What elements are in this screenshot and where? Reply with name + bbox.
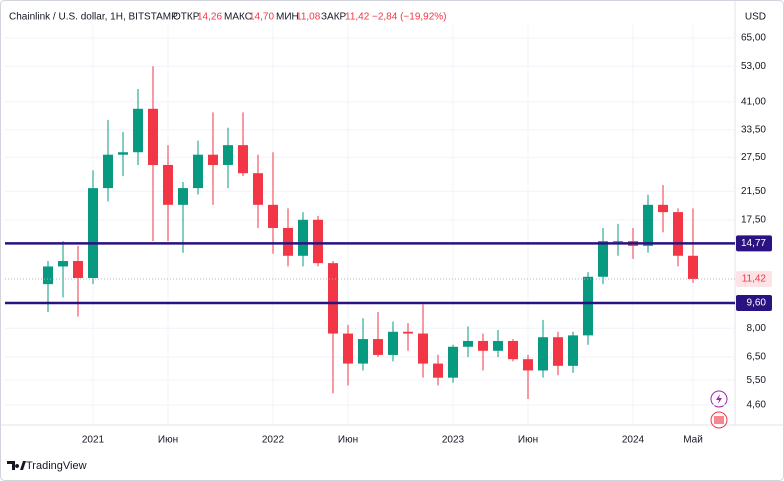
candle-body bbox=[223, 145, 233, 165]
y-tick-label: 65,00 bbox=[741, 33, 766, 44]
level-label-box bbox=[736, 295, 772, 312]
candle-body bbox=[523, 359, 533, 371]
plot bbox=[5, 25, 735, 425]
candle-body bbox=[613, 241, 623, 243]
open-value: 14,26 bbox=[197, 12, 222, 23]
candle-body bbox=[58, 261, 68, 267]
candle-body bbox=[43, 266, 53, 285]
x-tick-label: 2024 bbox=[622, 435, 645, 446]
candle-body bbox=[538, 337, 548, 371]
y-tick-label: 21,50 bbox=[741, 186, 766, 197]
candle-body bbox=[328, 263, 338, 334]
candle-body bbox=[493, 340, 503, 351]
y-tick-label: 5,50 bbox=[747, 375, 767, 386]
x-tick-label: 2022 bbox=[262, 435, 285, 446]
x-tick-label: 2021 bbox=[82, 435, 105, 446]
candle-body bbox=[463, 340, 473, 347]
candle-body bbox=[88, 188, 98, 278]
candle-body bbox=[403, 331, 413, 334]
symbol-title: Chainlink / U.S. dollar, 1H, BITSTAMP bbox=[9, 12, 178, 23]
candle-body bbox=[553, 337, 563, 366]
candle-body bbox=[358, 339, 368, 364]
level-label: 14,77 bbox=[741, 238, 766, 249]
candle-body bbox=[673, 212, 683, 256]
candle-body bbox=[238, 145, 248, 174]
last-price-label: 11,42 bbox=[742, 274, 767, 285]
y-tick-label: 8,00 bbox=[747, 323, 767, 334]
candle-body bbox=[118, 152, 128, 155]
candle-body bbox=[343, 333, 353, 364]
candle-body bbox=[478, 340, 488, 351]
open-label: ОТКР bbox=[173, 12, 200, 23]
candle-body bbox=[178, 188, 188, 205]
candle-body bbox=[508, 340, 518, 360]
candle-body bbox=[253, 173, 263, 205]
flag-icon-glyph bbox=[714, 416, 724, 424]
y-tick-label: 41,00 bbox=[741, 96, 766, 107]
candle-body bbox=[598, 241, 608, 277]
close-value: 11,42 bbox=[345, 12, 370, 23]
y-tick-label: 6,50 bbox=[747, 352, 767, 363]
level-label-box bbox=[736, 235, 772, 252]
candle-body bbox=[268, 204, 278, 228]
candle-body bbox=[163, 164, 173, 205]
header: Chainlink / U.S. dollar, 1H, BITSTAMP ОТ… bbox=[9, 12, 447, 23]
candle-body bbox=[433, 363, 443, 378]
x-tick-label: Июн bbox=[518, 435, 538, 446]
candle-body bbox=[418, 333, 428, 364]
high-value: 14,70 bbox=[249, 12, 274, 23]
candle-body bbox=[103, 154, 113, 189]
candle-body bbox=[583, 276, 593, 336]
close-label: ЗАКР bbox=[321, 12, 347, 23]
y-tick-label: 53,00 bbox=[741, 61, 766, 72]
candle-body bbox=[658, 204, 668, 213]
x-tick-label: Май bbox=[683, 435, 703, 446]
currency: USD bbox=[745, 12, 766, 23]
low-label: МИН bbox=[276, 12, 299, 23]
candle-body bbox=[193, 154, 203, 189]
candle-body bbox=[373, 339, 383, 355]
y-tick-label: 17,50 bbox=[741, 214, 766, 225]
x-tick-label: Июн bbox=[338, 435, 358, 446]
high-label: МАКС bbox=[224, 12, 252, 23]
change-value: −2,84 (−19,92%) bbox=[372, 12, 447, 23]
candle-body bbox=[643, 204, 653, 246]
candle-body bbox=[283, 227, 293, 256]
low-value: 11,08 bbox=[296, 12, 321, 23]
candle-body bbox=[73, 261, 83, 278]
candle-body bbox=[388, 331, 398, 355]
brand-name: TradingView bbox=[26, 460, 87, 472]
candle-body bbox=[148, 108, 158, 165]
level-label: 9,60 bbox=[747, 298, 767, 309]
y-tick-label: 4,60 bbox=[747, 400, 767, 411]
last-price-box bbox=[736, 270, 772, 287]
y-tick-label: 33,50 bbox=[741, 124, 766, 135]
candle-body bbox=[208, 154, 218, 165]
candle-body bbox=[688, 255, 698, 279]
x-tick-label: Июн bbox=[158, 435, 178, 446]
candle-body bbox=[568, 335, 578, 366]
candle-body bbox=[313, 219, 323, 264]
candle-body bbox=[133, 108, 143, 153]
event-icon-glyph bbox=[716, 394, 722, 404]
brand-logo: TradingView bbox=[7, 460, 87, 472]
candle-body bbox=[298, 219, 308, 256]
y-tick-label: 27,50 bbox=[741, 152, 766, 163]
candle-body bbox=[448, 346, 458, 378]
x-tick-label: 2023 bbox=[442, 435, 465, 446]
